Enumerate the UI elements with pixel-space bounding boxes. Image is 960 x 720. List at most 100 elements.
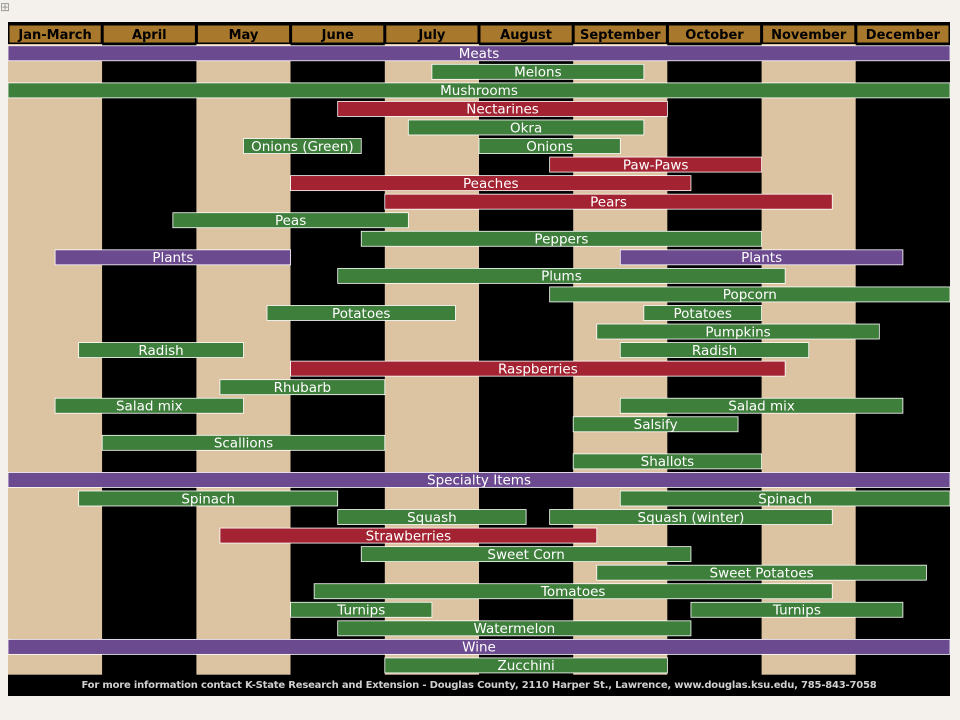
availability-bar-label: Sweet Potatoes — [710, 565, 814, 581]
month-header-cell — [196, 24, 291, 44]
month-header-cell — [385, 24, 479, 44]
availability-bar-label: Onions (Green) — [251, 139, 354, 155]
availability-bar-label: Salad mix — [116, 399, 183, 415]
month-header-cell — [667, 24, 762, 44]
availability-bar-label: Shallots — [641, 454, 695, 470]
availability-bar — [54, 249, 291, 266]
footer-contact-info: For more information contact K-State Res… — [81, 680, 877, 691]
availability-bar — [266, 305, 456, 321]
availability-bar — [549, 286, 950, 303]
month-band-1 — [102, 44, 197, 675]
availability-bar — [360, 546, 692, 563]
availability-bar-label: Raspberries — [498, 361, 578, 377]
month-header-label: October — [685, 28, 744, 43]
availability-bar-label: Meats — [459, 46, 500, 62]
availability-bar — [219, 379, 386, 396]
availability-bar — [101, 434, 386, 451]
availability-bar-label: Scallions — [214, 436, 273, 452]
availability-bar — [337, 267, 786, 284]
availability-bar — [78, 342, 244, 358]
availability-bar-label: Potatoes — [332, 306, 390, 322]
month-header-label: July — [417, 28, 446, 43]
availability-bar — [549, 156, 763, 173]
availability-bar-label: Melons — [514, 65, 562, 81]
availability-bar — [8, 638, 950, 655]
chart-canvas: Jan-March April May June July August September… — [8, 24, 950, 675]
month-header-cell — [479, 24, 573, 44]
availability-bar — [643, 305, 762, 321]
availability-bar-label: Plants — [741, 250, 782, 266]
availability-bar-label: Salsify — [634, 417, 678, 433]
availability-bar — [290, 360, 786, 377]
month-band-0 — [8, 44, 103, 675]
availability-bar — [384, 193, 833, 210]
availability-bar-label: Squash (winter) — [638, 510, 745, 526]
month-header-label: May — [229, 28, 259, 43]
availability-bar — [313, 583, 833, 600]
availability-bar-label: Strawberries — [366, 528, 452, 544]
availability-bar — [690, 601, 904, 618]
availability-bar-label: Pears — [590, 194, 627, 210]
availability-bar — [360, 230, 763, 247]
availability-bar — [8, 472, 950, 488]
availability-bar — [572, 416, 739, 433]
month-header-label: August — [500, 28, 552, 43]
availability-bar-label: Sweet Corn — [487, 547, 564, 563]
availability-bar — [572, 453, 763, 470]
availability-bar — [219, 527, 598, 544]
availability-bar — [384, 657, 668, 674]
availability-bar-label: Radish — [138, 343, 183, 359]
availability-bar — [619, 342, 810, 358]
availability-bar-label: Wine — [462, 640, 496, 656]
availability-bar — [407, 119, 645, 136]
month-header-label: Jan-March — [17, 28, 91, 43]
availability-bar-label: Okra — [510, 120, 542, 136]
availability-bar — [290, 601, 433, 618]
availability-bar — [8, 82, 950, 99]
availability-bar — [78, 490, 339, 507]
availability-bar — [290, 175, 692, 192]
availability-bar — [549, 509, 833, 525]
availability-bar — [431, 63, 645, 80]
availability-bar — [619, 397, 904, 414]
availability-bar-label: Salad mix — [728, 399, 795, 415]
availability-bar — [54, 397, 244, 414]
availability-bar-label: Zucchini — [497, 658, 554, 674]
availability-bar-label: Squash — [407, 510, 457, 526]
availability-bar-label: Spinach — [181, 491, 235, 507]
availability-bar — [596, 564, 927, 581]
month-header-label: November — [771, 28, 847, 43]
availability-bar-label: Paw-Paws — [623, 157, 689, 173]
availability-bar-label: Tomatoes — [540, 584, 606, 600]
month-header-cell — [856, 24, 950, 44]
month-header-label: December — [866, 28, 941, 43]
corner-decoration-icon: ⊞ — [0, 0, 11, 14]
availability-bar — [596, 323, 880, 340]
availability-bar — [619, 249, 904, 266]
availability-bar-label: Plums — [541, 269, 582, 285]
availability-bar — [8, 45, 950, 62]
availability-bar — [619, 490, 950, 507]
availability-bar-label: Plants — [152, 250, 193, 266]
month-header-label: September — [580, 28, 661, 43]
availability-bar-label: Turnips — [336, 603, 385, 619]
availability-bar-label: Peas — [275, 213, 306, 229]
availability-bar-label: Potatoes — [674, 306, 732, 322]
availability-bar-label: Turnips — [772, 603, 821, 619]
availability-bar — [478, 138, 621, 154]
availability-bar — [337, 620, 692, 637]
availability-bar-label: Radish — [692, 343, 737, 359]
month-header-cell — [762, 24, 856, 44]
month-header-cell — [291, 24, 385, 44]
availability-bar — [243, 138, 362, 154]
availability-bar — [337, 509, 527, 525]
availability-bar-label: Specialty Items — [427, 473, 531, 489]
month-header-cell — [573, 24, 667, 44]
availability-bar — [337, 101, 668, 117]
availability-bar-label: Rhubarb — [274, 380, 331, 396]
availability-bar-label: Mushrooms — [440, 83, 518, 99]
month-header-cell — [102, 24, 196, 44]
seasonal-availability-chart: Jan-March April May June July August September… — [8, 22, 950, 696]
month-header-label: June — [321, 28, 354, 43]
availability-bar-label: Watermelon — [473, 621, 555, 637]
